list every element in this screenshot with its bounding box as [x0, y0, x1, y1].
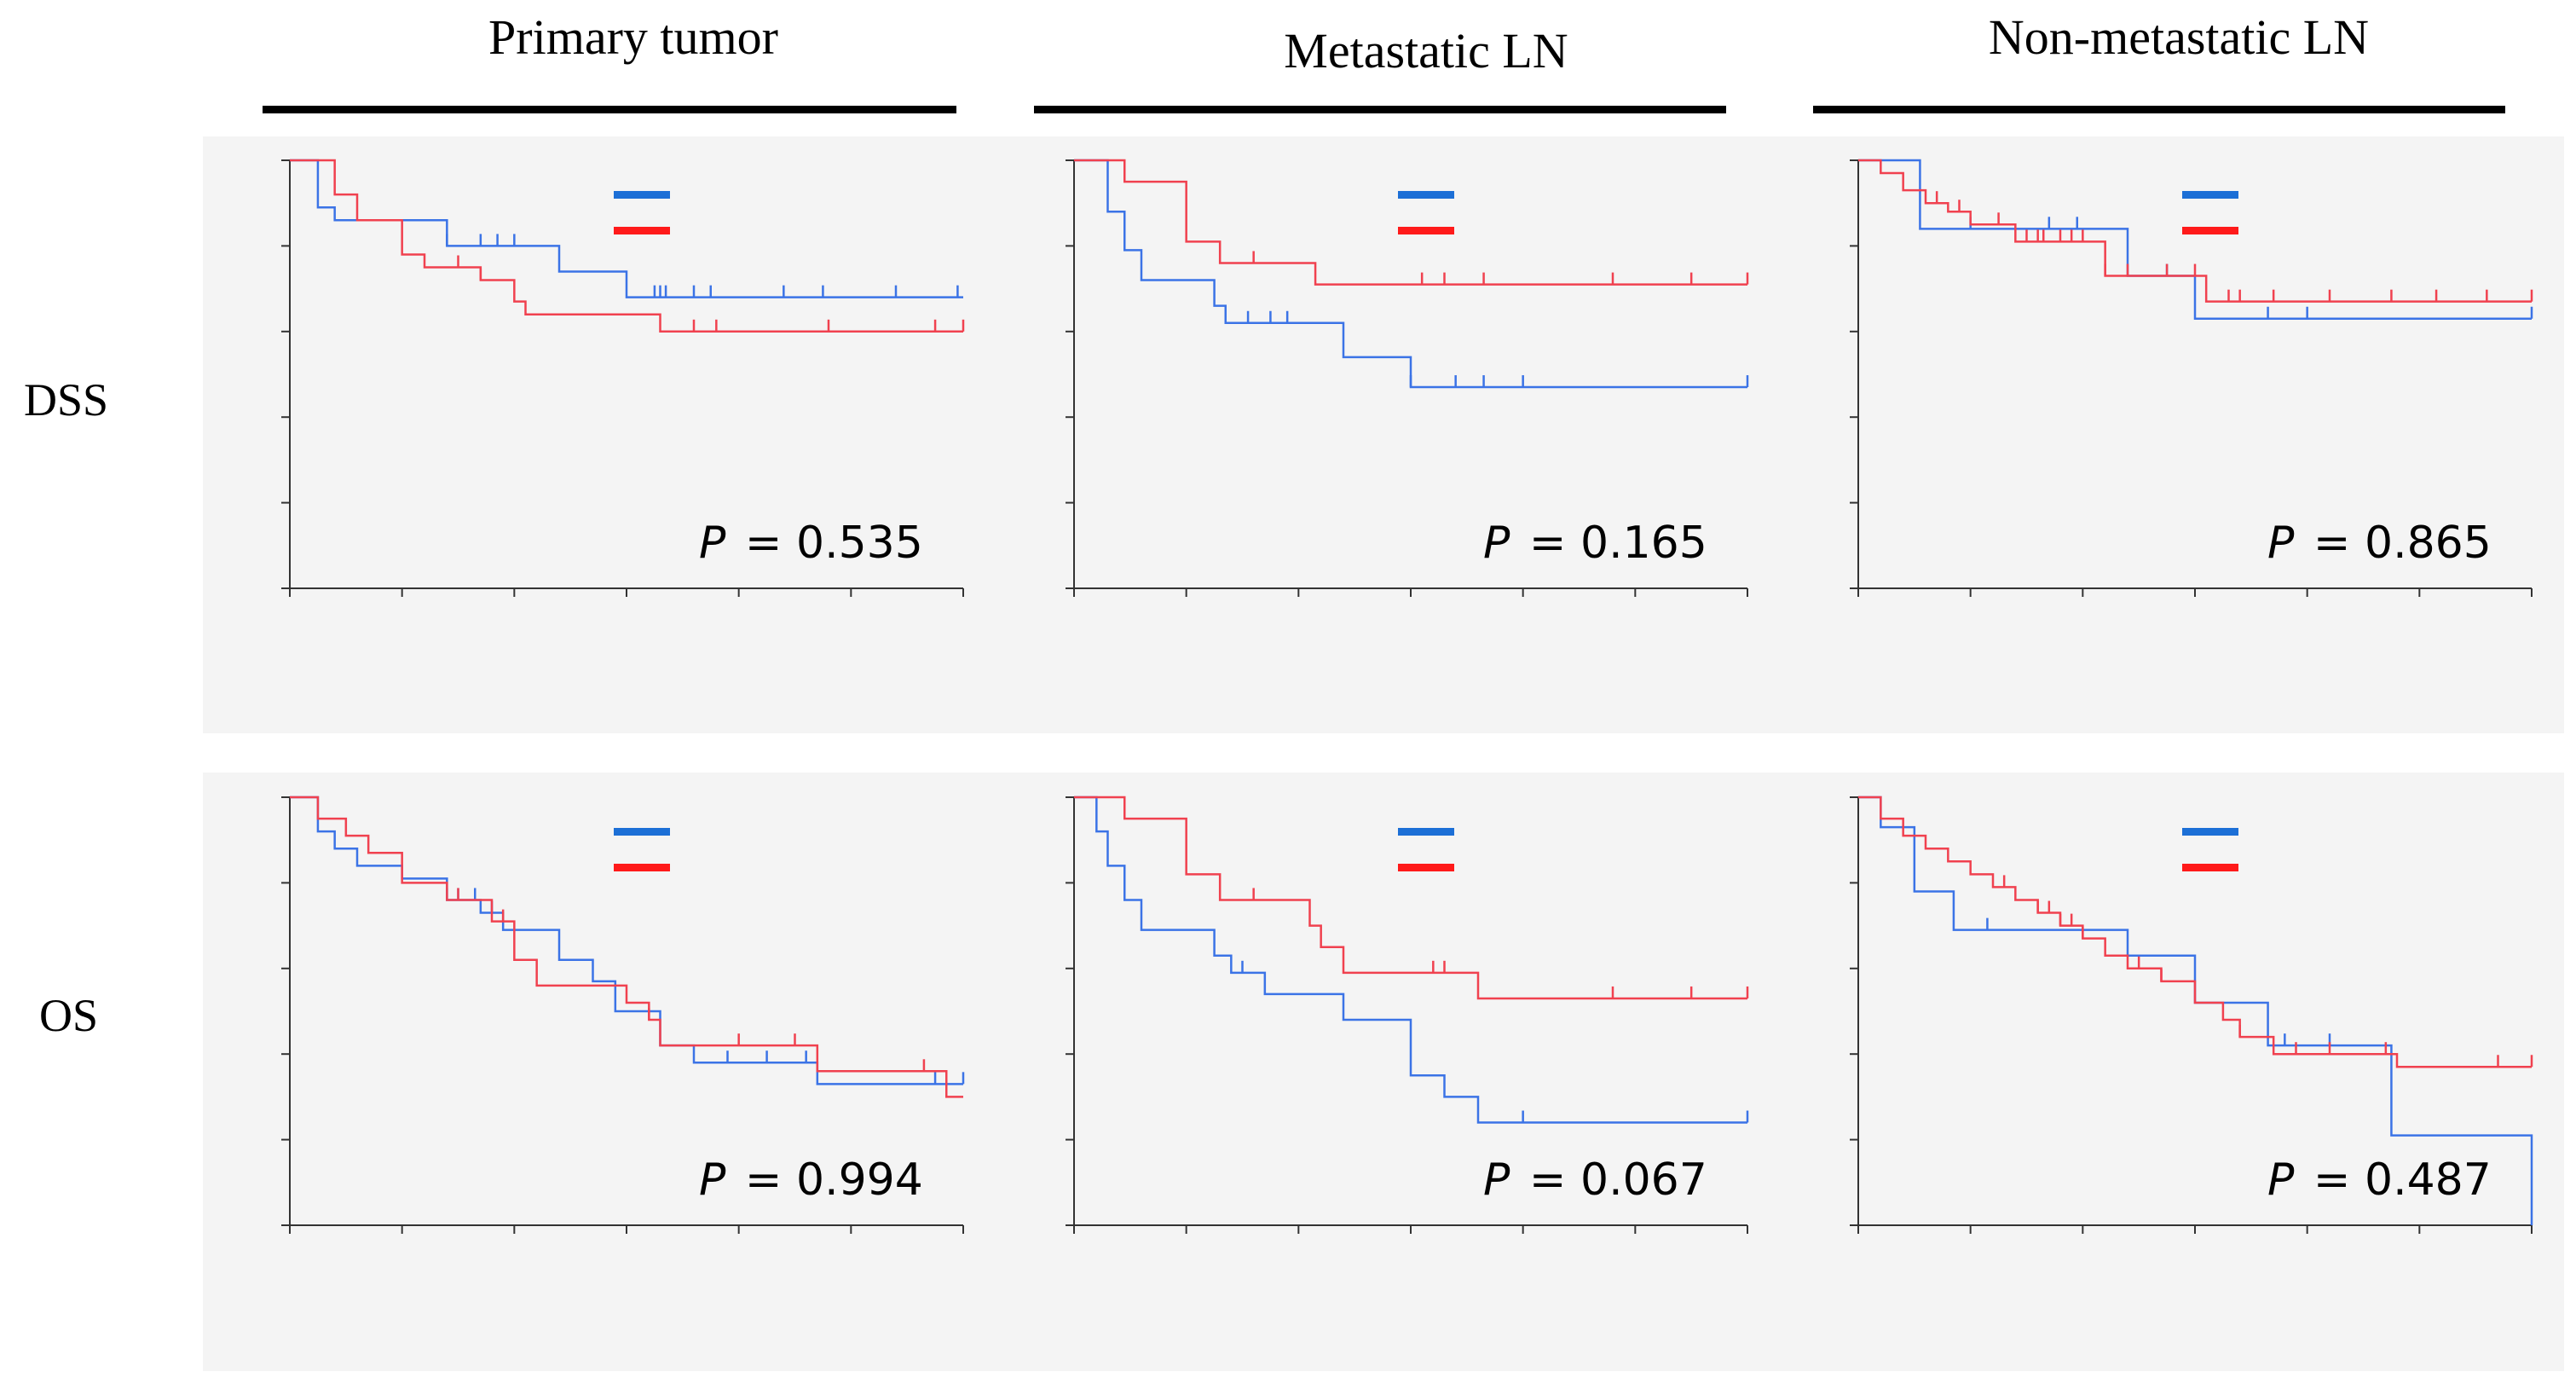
p-value: = 0.865: [2299, 518, 2492, 569]
km-curve-high: [1858, 159, 2532, 303]
p-value-text: P = 0.487: [2267, 1154, 2492, 1206]
p-symbol: P: [1483, 1154, 1510, 1206]
p-value: = 0.067: [1515, 1154, 1707, 1206]
panel-background-dss: [203, 136, 2564, 733]
row-label-dss: DSS: [24, 374, 109, 425]
km-curve-high: [1074, 796, 1747, 1000]
column-rule-primary-tumor: [263, 106, 956, 113]
p-symbol: P: [2267, 518, 2295, 569]
p-value-text: P = 0.865: [2267, 518, 2492, 569]
km-chart-f: P = 0.487: [1850, 796, 2533, 1234]
p-symbol: P: [2267, 1154, 2295, 1206]
p-symbol: P: [1483, 518, 1510, 569]
km-curve-low: [1074, 796, 1747, 1124]
km-curve-low: [290, 796, 963, 1085]
column-title-non-metastatic-ln: Non-metastatic LN: [1988, 9, 2370, 65]
p-value-text: P = 0.994: [699, 1154, 923, 1206]
p-value-text: P = 0.067: [1483, 1154, 1707, 1206]
p-value: = 0.487: [2299, 1154, 2492, 1206]
legend-swatch-high: [614, 227, 670, 234]
p-symbol: P: [699, 1154, 726, 1206]
p-value-text: P = 0.535: [699, 518, 923, 569]
legend-swatch-low: [2182, 191, 2238, 199]
legend-swatch-low: [2182, 828, 2238, 836]
km-curve-low: [1074, 159, 1747, 389]
legend-swatch-low: [614, 828, 670, 836]
p-symbol: P: [699, 518, 726, 569]
column-title-primary-tumor: Primary tumor: [488, 9, 778, 65]
legend-swatch-high: [1398, 864, 1454, 871]
km-curve-low: [290, 159, 963, 298]
p-value: = 0.535: [731, 518, 923, 569]
p-value: = 0.165: [1515, 518, 1707, 569]
panel-background-os: [203, 773, 2564, 1371]
legend-swatch-low: [1398, 191, 1454, 199]
legend-swatch-low: [1398, 828, 1454, 836]
km-chart-d: P = 0.994: [281, 796, 965, 1234]
legend-swatch-high: [1398, 227, 1454, 234]
km-curve-high: [1074, 159, 1747, 286]
row-label-os: OS: [39, 990, 99, 1041]
km-curve-high: [1858, 796, 2532, 1068]
p-value-text: P = 0.165: [1483, 518, 1707, 569]
km-chart-e: P = 0.067: [1066, 796, 1749, 1234]
km-curve-low: [1858, 159, 2532, 320]
legend-swatch-low: [614, 191, 670, 199]
km-chart-c: P = 0.865: [1850, 159, 2533, 597]
legend-swatch-high: [2182, 864, 2238, 871]
column-title-metastatic-ln: Metastatic LN: [1284, 23, 1568, 78]
km-chart-a: P = 0.535: [281, 159, 965, 597]
km-curve-high: [290, 796, 963, 1098]
legend-swatch-high: [2182, 227, 2238, 234]
km-curve-high: [290, 159, 963, 333]
legend-swatch-high: [614, 864, 670, 871]
column-rule-metastatic-ln: [1034, 106, 1726, 113]
p-value: = 0.994: [731, 1154, 923, 1206]
column-rule-non-metastatic-ln: [1813, 106, 2505, 113]
km-chart-b: P = 0.165: [1066, 159, 1749, 597]
